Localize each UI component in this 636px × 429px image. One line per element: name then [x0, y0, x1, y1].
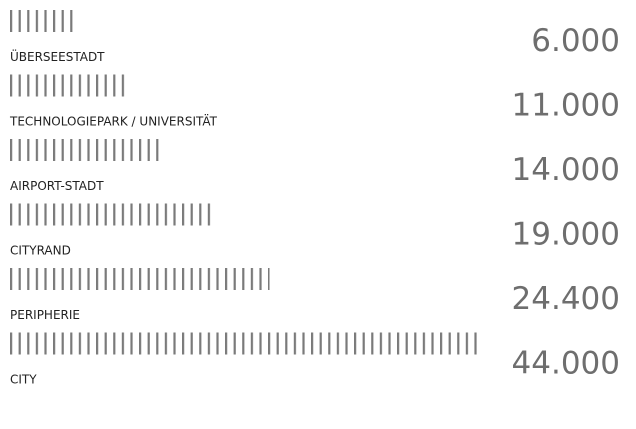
value-label: 14.000	[512, 152, 620, 188]
category-label: ÜBERSEESTADT	[10, 48, 105, 64]
pictogram-bar	[10, 10, 74, 32]
pictogram-bar	[10, 268, 270, 290]
category-label: CITY	[10, 373, 37, 387]
value-label: 19.000	[512, 217, 620, 253]
pictogram-bar	[10, 139, 159, 161]
pictogram-bar	[10, 74, 127, 97]
category-label: PERIPHERIE	[10, 308, 80, 322]
value-label: 11.000	[512, 88, 620, 124]
pictogram-bar	[10, 332, 478, 355]
category-label: CITYRAND	[10, 244, 71, 258]
category-label: TECHNOLOGIEPARK / UNIVERSITÄT	[9, 114, 218, 129]
pictogram-bar	[10, 203, 213, 226]
value-label: 44.000	[512, 346, 620, 382]
value-label: 6.000	[531, 23, 620, 59]
value-label: 24.400	[512, 281, 620, 317]
category-label: AIRPORT-STADT	[10, 179, 104, 193]
